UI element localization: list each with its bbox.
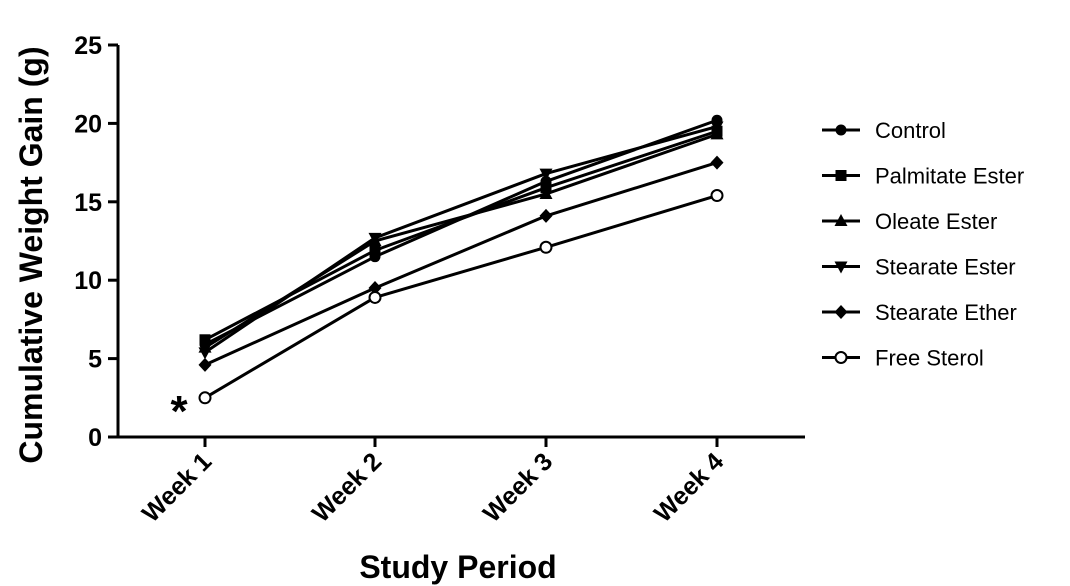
- data-point: [368, 290, 382, 304]
- series-layer: *: [170, 114, 724, 436]
- y-tick-label: 10: [74, 267, 102, 295]
- data-point: [539, 168, 553, 181]
- data-point: [369, 244, 381, 256]
- legend-marker: [834, 305, 848, 319]
- legend-marker: [835, 124, 847, 136]
- data-point: [539, 240, 553, 254]
- legend-marker: [835, 170, 847, 181]
- data-point: [710, 189, 724, 203]
- data-point: [539, 186, 553, 199]
- series-stearate-ether: [198, 155, 724, 372]
- data-point: [710, 121, 724, 134]
- y-tick-label: 20: [74, 110, 102, 138]
- series-line: [204, 118, 718, 346]
- y-tick-label: 25: [74, 32, 102, 60]
- x-tick-label: Week 3: [478, 447, 558, 527]
- series-free-sterol: [198, 189, 724, 405]
- legend-label: Free Sterol: [875, 346, 984, 371]
- legend-marker: [834, 351, 848, 364]
- series-line: [204, 161, 718, 367]
- significance-asterisk: *: [170, 387, 188, 436]
- series-control: [199, 114, 723, 350]
- series-line: [204, 194, 718, 400]
- series-stearate-ester: [198, 121, 724, 360]
- legend-marker: [834, 214, 848, 226]
- data-point: [368, 281, 382, 296]
- y-tick-label: 0: [88, 424, 102, 452]
- legend-label: Control: [875, 118, 946, 143]
- data-point: [198, 357, 212, 372]
- series-line: [204, 125, 718, 354]
- x-axis-title: Study Period: [359, 549, 556, 585]
- data-point: [198, 347, 212, 360]
- y-tick-label: 15: [74, 189, 102, 217]
- legend-label: Stearate Ether: [875, 300, 1017, 325]
- legend: Control Palmitate Ester Oleate Ester Steara…: [822, 118, 1024, 371]
- y-axis-title: Cumulative Weight Gain (g): [13, 46, 49, 463]
- x-tick-label: Week 1: [137, 447, 217, 527]
- data-point: [199, 334, 211, 346]
- legend-label: Stearate Ester: [875, 255, 1016, 280]
- legend-item: Control: [822, 118, 946, 143]
- data-point: [368, 232, 382, 245]
- x-tick-label: Week 2: [307, 447, 387, 527]
- legend-item: Oleate Ester: [822, 209, 997, 234]
- data-point: [539, 208, 553, 223]
- legend-label: Oleate Ester: [875, 209, 997, 234]
- data-point: [710, 155, 724, 170]
- legend-item: Palmitate Ester: [822, 164, 1024, 189]
- legend-label: Palmitate Ester: [875, 164, 1024, 189]
- data-point: [198, 391, 212, 405]
- legend-item: Stearate Ether: [822, 300, 1017, 325]
- series-line: [204, 132, 718, 349]
- series-oleate-ester: [198, 127, 724, 353]
- x-tick-label: Week 4: [649, 447, 729, 527]
- legend-item: Free Sterol: [822, 346, 984, 371]
- y-tick-label: 5: [88, 346, 102, 374]
- legend-marker: [834, 261, 848, 274]
- legend-item: Stearate Ester: [822, 255, 1016, 280]
